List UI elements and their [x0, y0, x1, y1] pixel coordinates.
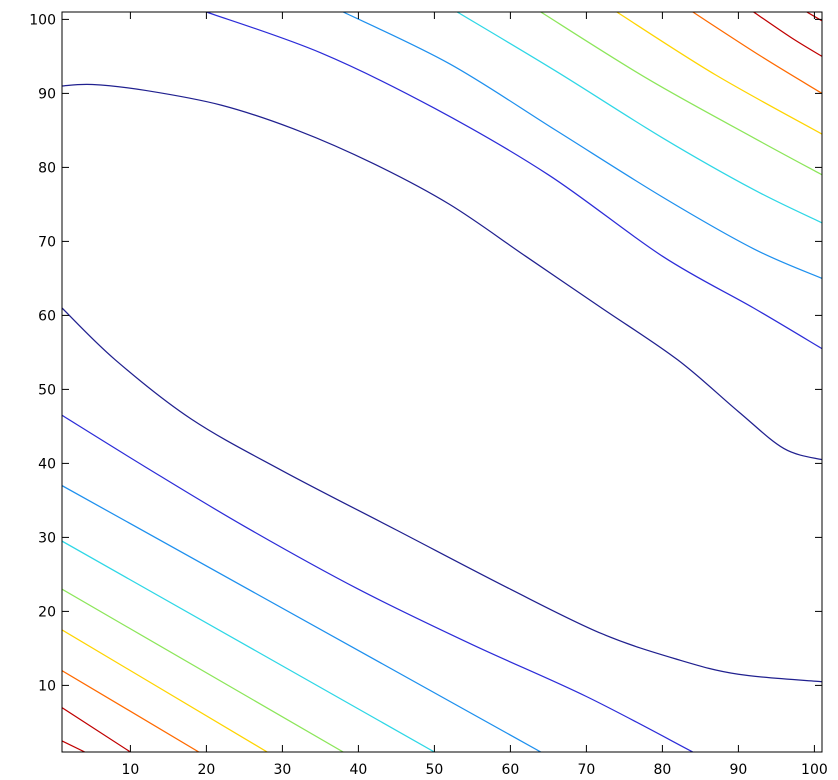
y-tick-label: 10: [38, 678, 56, 694]
y-tick-label: 60: [38, 308, 56, 324]
contour-line-2: [62, 706, 132, 752]
y-tick-label: 50: [38, 382, 56, 398]
x-tick-label: 70: [577, 762, 595, 778]
y-tick-label: 20: [38, 604, 56, 620]
x-axis: 10 20 30 40 50 60 70 80 90 100: [121, 12, 828, 778]
contour-line-9: [62, 307, 822, 683]
axes-frame: [61, 11, 823, 753]
y-tick-label: 80: [38, 160, 56, 176]
contour-line-16: [692, 12, 822, 95]
contour-line-17: [752, 12, 822, 58]
contour-line-10: [62, 83, 822, 461]
x-tick-label: 80: [653, 762, 671, 778]
y-axis: 10 20 30 40 50 60 70 80 90 100: [29, 12, 822, 694]
x-tick-label: 90: [729, 762, 747, 778]
y-tick-label: 40: [38, 456, 56, 472]
x-tick-label: 30: [273, 762, 291, 778]
contour-line-7: [62, 484, 542, 752]
contour-line-15: [616, 12, 822, 135]
contour-line-13: [456, 12, 822, 224]
x-tick-label: 100: [801, 762, 828, 778]
y-tick-label: 90: [38, 86, 56, 102]
y-tick-label: 100: [29, 12, 56, 28]
contour-line-12: [342, 12, 822, 280]
x-tick-label: 40: [349, 762, 367, 778]
contour-line-8: [62, 414, 694, 752]
contour-layer: [62, 12, 822, 752]
contour-line-6: [62, 540, 436, 752]
x-tick-label: 50: [425, 762, 443, 778]
contour-line-11: [205, 12, 822, 350]
contour-line-4: [62, 629, 268, 752]
plot-area: [62, 12, 822, 752]
x-tick-label: 20: [197, 762, 215, 778]
contour-line-3: [62, 669, 200, 752]
contour-line-5: [62, 588, 344, 752]
contour-line-1: [62, 740, 86, 752]
contour-line-14: [540, 12, 822, 176]
x-tick-label: 60: [501, 762, 519, 778]
x-tick-label: 10: [121, 762, 139, 778]
y-tick-label: 30: [38, 530, 56, 546]
y-tick-label: 70: [38, 234, 56, 250]
